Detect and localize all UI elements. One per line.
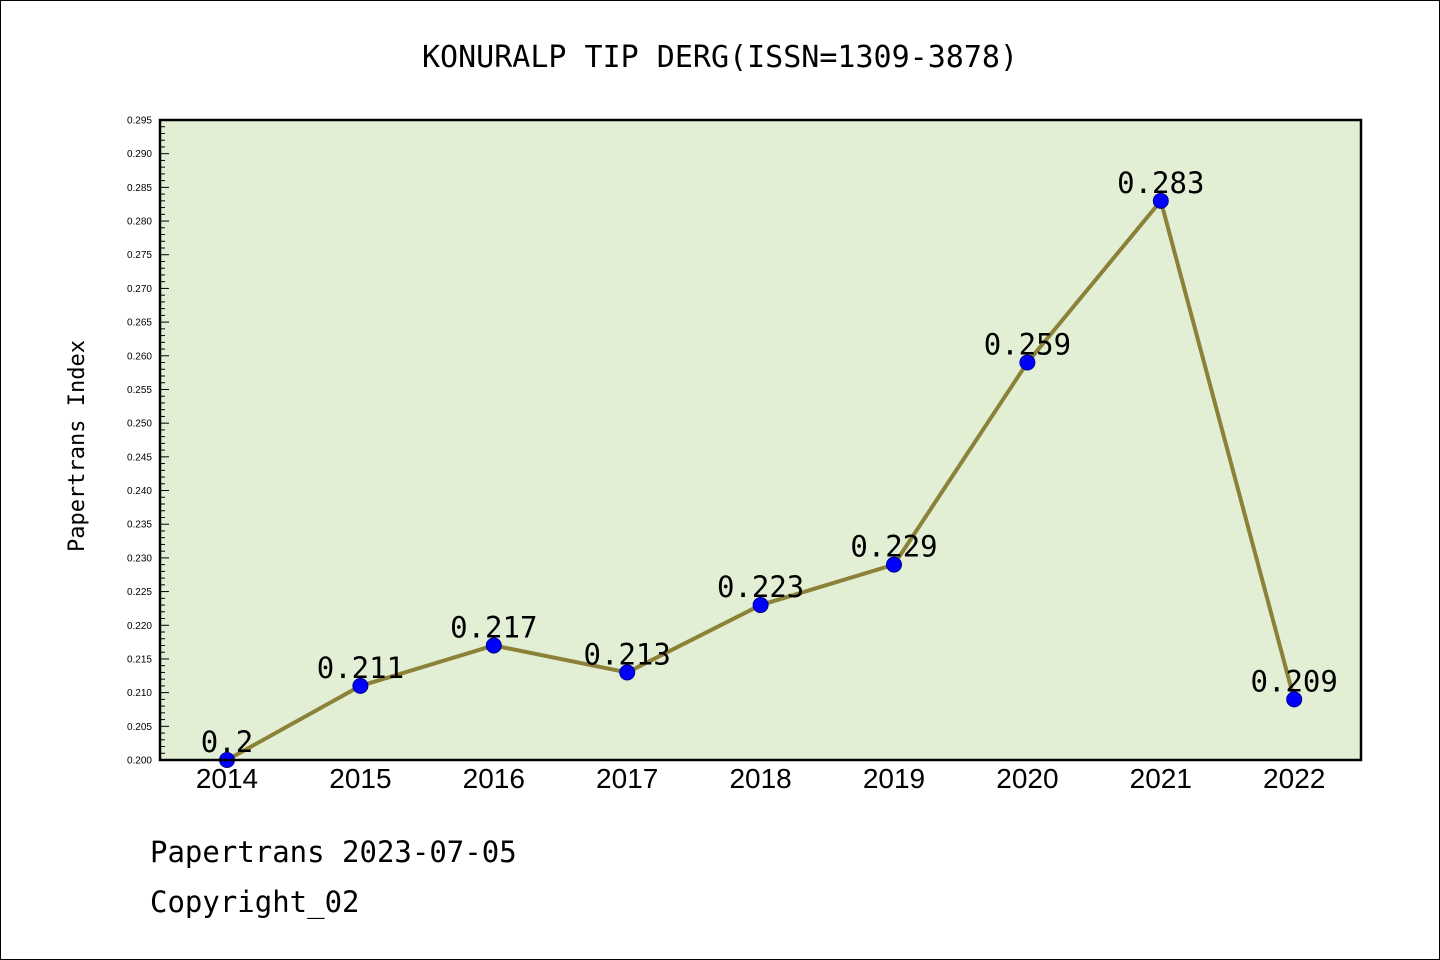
data-point <box>619 664 636 681</box>
y-tick-label: 0.215 <box>127 654 152 665</box>
y-tick-label: 0.285 <box>127 183 152 194</box>
data-point <box>1286 691 1303 708</box>
series-layer: 0.2 0.211 0.217 0.213 0.223 0.229 0.259 0.283 0.… <box>201 166 1338 768</box>
y-tick-label: 0.265 <box>127 318 152 329</box>
y-tick-label: 0.250 <box>127 419 152 430</box>
data-point <box>352 677 369 694</box>
x-tick-label: 2018 <box>729 763 791 794</box>
x-tick-label: 2016 <box>463 763 525 794</box>
x-tick-label: 2017 <box>596 763 658 794</box>
data-label: 0.217 <box>450 610 537 644</box>
data-label: 0.2 <box>201 725 253 759</box>
data-label: 0.223 <box>717 570 804 604</box>
y-tick-label: 0.255 <box>127 385 152 396</box>
data-point <box>1019 354 1036 371</box>
footer-date: Papertrans 2023-07-05 <box>150 835 517 869</box>
y-tick-label: 0.290 <box>127 149 152 160</box>
y-tick-label: 0.280 <box>127 217 152 228</box>
x-tick-label: 2019 <box>863 763 925 794</box>
y-tick-label: 0.235 <box>127 520 152 531</box>
x-tick-label: 2021 <box>1130 763 1192 794</box>
data-label: 0.213 <box>584 637 671 671</box>
chart-title: KONURALP TIP DERG(ISSN=1309-3878) <box>422 40 1018 75</box>
data-point <box>752 597 769 614</box>
x-tick-label: 2015 <box>329 763 391 794</box>
data-label: 0.229 <box>850 530 937 564</box>
y-tick-label: 0.295 <box>127 116 152 127</box>
y-tick-label: 0.205 <box>127 722 152 733</box>
y-tick-label: 0.220 <box>127 621 152 632</box>
y-tick-label: 0.245 <box>127 452 152 463</box>
footer-copyright: Copyright_02 <box>150 885 360 919</box>
data-point <box>485 637 502 654</box>
data-label: 0.211 <box>317 651 404 685</box>
data-label: 0.259 <box>984 328 1071 362</box>
x-tick-label: 2014 <box>196 763 258 794</box>
y-tick-label: 0.210 <box>127 688 152 699</box>
plot-area <box>160 120 1361 760</box>
y-tick-label: 0.200 <box>127 756 152 767</box>
y-tick-label: 0.240 <box>127 486 152 497</box>
y-tick-label: 0.260 <box>127 351 152 362</box>
data-point <box>1152 192 1169 209</box>
data-label: 0.209 <box>1251 664 1338 698</box>
y-tick-label: 0.225 <box>127 587 152 598</box>
axis-labels: 0.200 0.205 0.210 0.215 0.220 0.225 0.230 0.235… <box>127 116 1325 795</box>
data-point <box>886 556 902 573</box>
x-tick-label: 2020 <box>996 763 1058 794</box>
x-tick-label: 2022 <box>1263 763 1325 794</box>
plot-border <box>158 118 1363 762</box>
data-label: 0.283 <box>1117 166 1204 200</box>
y-tick-label: 0.230 <box>127 553 152 564</box>
y-tick-label: 0.275 <box>127 250 152 261</box>
y-tick-label: 0.270 <box>127 284 152 295</box>
y-axis-label: Papertrans Index <box>65 340 90 552</box>
